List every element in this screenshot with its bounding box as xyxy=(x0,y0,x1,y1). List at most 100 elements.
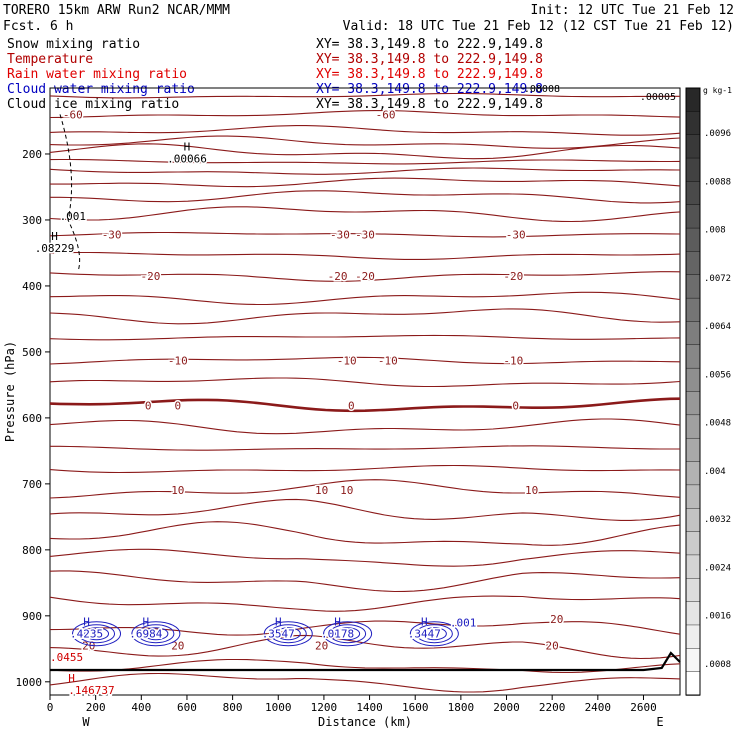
colorbar-swatch xyxy=(685,648,701,673)
legend-xy: XY= 38.3,149.8 to 222.9,149.8 xyxy=(316,82,543,97)
x-tick-label: 1200 xyxy=(311,701,338,714)
legend-label: Cloud water mixing ratio xyxy=(7,82,195,97)
x-tick-label: 2400 xyxy=(585,701,612,714)
cloud-water-max-value: .6984 xyxy=(129,628,162,641)
cloud-water-max-value: .0178 xyxy=(321,628,354,641)
legend-xy: XY= 38.3,149.8 to 222.9,149.8 xyxy=(316,37,543,52)
isotherm-label: -60 xyxy=(376,108,396,121)
y-tick-label: 1000 xyxy=(16,676,43,689)
cloud-water-contour xyxy=(131,621,181,647)
x-tick-label: 1600 xyxy=(402,701,429,714)
cloud-water-max-value: .001 xyxy=(450,617,477,630)
isotherm-line xyxy=(49,595,681,612)
west-label: W xyxy=(82,715,90,729)
colorbar-top-label: .00005 xyxy=(640,92,676,103)
isotherm-line xyxy=(49,231,681,238)
isotherm-line xyxy=(50,190,681,204)
isotherm-label: -30 xyxy=(330,228,350,241)
colorbar-swatch xyxy=(685,578,701,603)
init-time: Init: 12 UTC Tue 21 Feb 12 xyxy=(531,3,735,18)
isotherm-line xyxy=(49,125,681,136)
colorbar-swatch xyxy=(685,414,701,439)
valid-time: Valid: 18 UTC Tue 21 Feb 12 (12 CST Tue … xyxy=(343,19,734,34)
cloud-water-max-marker: H xyxy=(143,616,150,629)
x-axis-label: Distance (km) xyxy=(318,715,412,729)
colorbar-swatch xyxy=(685,204,701,229)
y-tick-label: 400 xyxy=(22,280,42,293)
isotherm-label: -60 xyxy=(63,108,83,121)
x-tick-label: 200 xyxy=(86,701,106,714)
isotherm-line xyxy=(49,620,681,636)
colorbar-units: g kg-1 xyxy=(703,86,732,95)
cloud-water-contour xyxy=(84,627,110,641)
x-tick-label: 400 xyxy=(131,701,151,714)
y-tick-label: 500 xyxy=(22,346,42,359)
cloud-water-contour xyxy=(263,621,313,647)
colorbar-swatch xyxy=(685,484,701,509)
cloud-ice-max-marker: H xyxy=(184,141,191,154)
isotherm-line xyxy=(49,143,681,160)
cloud-water-max-marker: H xyxy=(334,616,341,629)
colorbar-swatch xyxy=(685,297,701,323)
cloud-water-contour xyxy=(329,624,367,644)
colorbar-top-label-2: .00008 xyxy=(524,84,560,95)
cloud-water-contour xyxy=(323,621,373,647)
colorbar-tick-label: .008 xyxy=(704,226,726,236)
isotherm-label: 0 xyxy=(145,399,152,412)
isotherm-line xyxy=(49,498,681,521)
cloud-water-contour xyxy=(421,627,447,641)
isotherm-label: 10 xyxy=(525,484,538,497)
colorbar-swatch xyxy=(685,601,701,626)
isotherm-label: -30 xyxy=(355,228,375,241)
isotherm-line xyxy=(49,397,681,413)
isotherm-label: -20 xyxy=(503,270,523,283)
isotherm-line xyxy=(49,479,681,499)
x-tick-label: 2000 xyxy=(493,701,520,714)
isotherm-line xyxy=(49,548,681,567)
isotherm-line xyxy=(49,167,681,175)
colorbar-swatch xyxy=(685,367,701,393)
x-tick-label: 800 xyxy=(223,701,243,714)
isotherm-line xyxy=(49,135,681,149)
isotherm-label: 20 xyxy=(315,640,328,653)
rain-max-marker: H xyxy=(68,672,75,685)
isotherm-line xyxy=(49,570,681,593)
isotherm-label: -20 xyxy=(140,270,160,283)
colorbar-tick-label: .0016 xyxy=(704,612,731,622)
x-tick-label: 1800 xyxy=(448,701,475,714)
isotherm-line xyxy=(49,110,681,119)
cloud-water-max-marker: H xyxy=(275,616,282,629)
isotherm-line xyxy=(49,291,681,306)
isotherm-label: 0 xyxy=(175,399,182,412)
isotherm-line xyxy=(49,206,681,223)
isotherm-line xyxy=(49,356,681,365)
colorbar-swatch xyxy=(685,227,701,253)
isotherm-label: -10 xyxy=(503,354,523,367)
colorbar-swatch xyxy=(685,274,701,299)
cloud-water-max-marker: H xyxy=(83,616,90,629)
colorbar-tick-label: .0056 xyxy=(704,370,731,380)
cloud-ice-max-value: .00066 xyxy=(167,153,207,166)
colorbar-frame xyxy=(685,87,701,696)
rain-max-value: .0455 xyxy=(50,651,83,664)
cloud-ice-max-marker: H xyxy=(51,230,58,243)
colorbar-tick-label: .0072 xyxy=(704,274,731,284)
y-axis-label: Pressure (hPa) xyxy=(3,341,17,442)
cloud-water-contour xyxy=(72,621,122,647)
colorbar-swatch xyxy=(685,87,701,113)
legend-xy: XY= 38.3,149.8 to 222.9,149.8 xyxy=(316,67,543,82)
isotherm-line xyxy=(49,158,681,165)
cloud-water-contour xyxy=(275,627,301,641)
isotherm-label: 10 xyxy=(340,484,353,497)
isotherm-line xyxy=(50,177,681,188)
cloud-water-max-marker: H xyxy=(421,616,428,629)
colorbar-swatch xyxy=(685,181,701,206)
legend-label: Snow mixing ratio xyxy=(7,37,140,52)
isotherm-label: -10 xyxy=(337,354,357,367)
isotherm-label: 20 xyxy=(546,640,559,653)
x-tick-label: 1000 xyxy=(265,701,292,714)
cloud-water-contour xyxy=(269,624,307,644)
x-tick-label: 600 xyxy=(177,701,197,714)
colorbar-swatch xyxy=(685,251,701,276)
isotherm-label: -20 xyxy=(355,270,375,283)
